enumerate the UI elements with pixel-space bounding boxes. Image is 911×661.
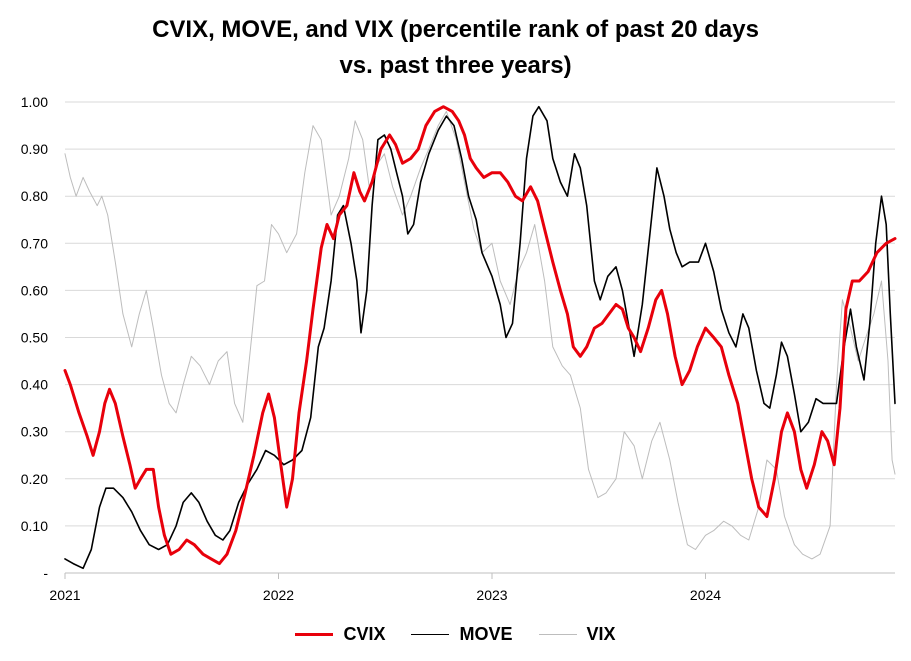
y-tick-label: - (43, 565, 48, 581)
series-line-vix (64, 110, 896, 560)
y-tick-label: 0.10 (21, 518, 48, 534)
legend-label-move: MOVE (459, 623, 513, 644)
y-tick-label: 0.30 (21, 424, 48, 440)
y-tick-label: 0.40 (21, 377, 48, 393)
y-tick-label: 0.50 (21, 330, 48, 346)
series-lines (63, 105, 897, 570)
chart-title: CVIX, MOVE, and VIX (percentile rank of … (0, 12, 911, 84)
legend-label-cvix: CVIX (343, 623, 386, 644)
legend-swatch-vix (538, 633, 577, 635)
chart-title-line-1: CVIX, MOVE, and VIX (percentile rank of … (152, 16, 759, 43)
y-tick-label: 0.20 (21, 471, 48, 487)
legend-label-vix: VIX (586, 623, 616, 644)
x-tick-label: 2023 (476, 587, 507, 603)
y-axis: - 0.10 0.20 0.30 0.40 0.50 0.60 0.70 0.80 0.90 1.0… (21, 94, 49, 581)
legend-swatch-cvix (295, 632, 334, 636)
legend-item-cvix: CVIX (295, 624, 385, 645)
y-tick-label: 0.70 (21, 235, 48, 251)
legend: CVIX MOVE VIX (0, 620, 911, 648)
x-tick-label: 2024 (690, 587, 721, 603)
legend-item-move: MOVE (411, 623, 513, 645)
y-tick-label: 1.00 (21, 94, 48, 110)
series-line-move (64, 105, 896, 570)
y-tick-label: 0.80 (21, 188, 48, 204)
legend-item-vix: VIX (538, 623, 616, 645)
y-tick-label: 0.90 (21, 141, 48, 157)
x-tick-label: 2022 (263, 587, 294, 603)
y-tick-label: 0.60 (21, 282, 48, 298)
x-axis: 2021 2022 2023 2024 (49, 572, 895, 603)
x-tick-label: 2021 (49, 587, 80, 603)
legend-swatch-move (411, 633, 450, 635)
gridlines (65, 101, 895, 527)
chart-title-line-2: vs. past three years) (339, 52, 572, 79)
series-line-cvix (63, 105, 897, 566)
